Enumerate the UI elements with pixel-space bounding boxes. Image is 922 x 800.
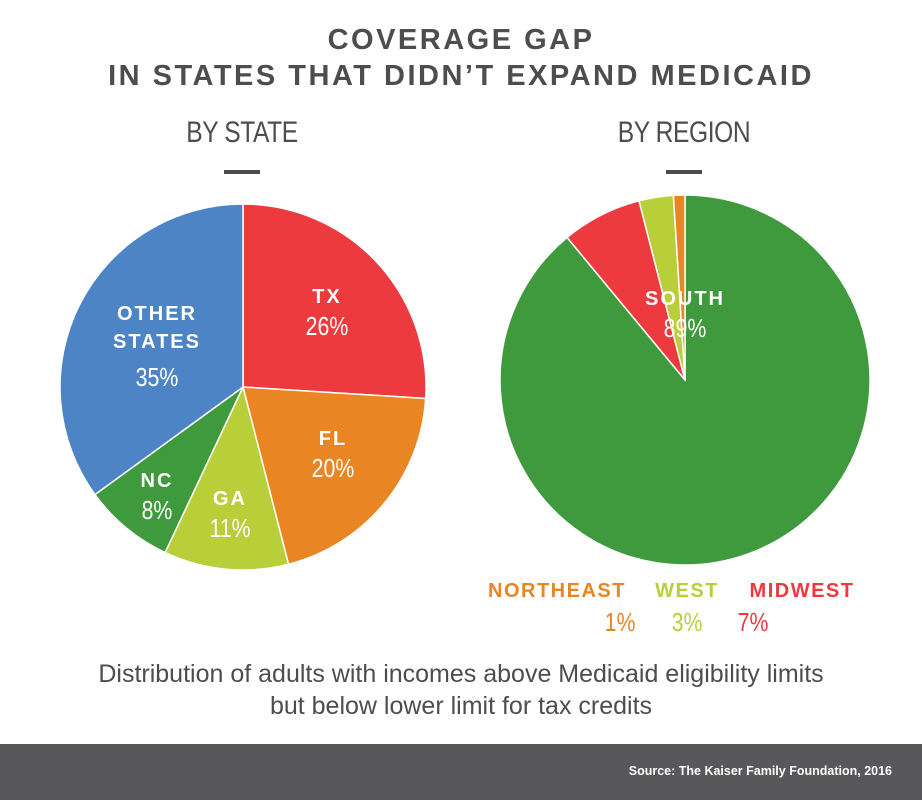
value-nc: 8% [142, 496, 173, 526]
pie-slice-nc [93, 386, 244, 554]
label-northeast: NORTHEAST [488, 580, 626, 602]
value-south: 89% [664, 314, 707, 344]
value-other-states: 35% [136, 363, 179, 393]
chart-title-line-2: IN STATES THAT DIDN’T EXPAND MEDICAID [108, 60, 814, 92]
chart-title-line-1: COVERAGE GAP [327, 24, 595, 56]
value-northeast: 1% [605, 608, 636, 638]
label-south: SOUTH [645, 288, 725, 310]
label-tx: TX [312, 286, 342, 308]
by-state-pie [59, 203, 427, 571]
pie-slice-northeast [672, 194, 686, 381]
label-ga: GA [213, 488, 247, 510]
pie-labels: TX 26% FL 20% GA 11% NC 8% OTHER STATES 35% SOUTH 89… [113, 286, 855, 638]
by-state-heading: BY STATE [186, 116, 298, 149]
pie-slice-tx [242, 203, 427, 400]
by-region-heading-divider [666, 170, 702, 174]
label-other-states-line-1: OTHER [117, 303, 197, 325]
pie-slice-other-states [59, 203, 244, 496]
value-midwest: 7% [738, 608, 769, 638]
source-note: Source: The Kaiser Family Foundation, 20… [628, 764, 892, 778]
by-region-pie [499, 194, 871, 566]
caption-line-1: Distribution of adults with incomes abov… [98, 660, 824, 688]
pie-slice-fl [242, 386, 427, 566]
pie-slice-ga [164, 384, 290, 571]
caption-line-2: but below lower limit for tax credits [269, 692, 653, 720]
label-other-states-line-2: STATES [113, 331, 201, 353]
label-midwest: MIDWEST [750, 580, 855, 602]
value-ga: 11% [209, 514, 250, 544]
label-nc: NC [141, 470, 174, 492]
value-west: 3% [672, 608, 703, 638]
value-tx: 26% [306, 312, 349, 342]
by-region-heading: BY REGION [617, 116, 751, 149]
by-state-heading-divider [224, 170, 260, 174]
label-fl: FL [319, 428, 347, 450]
label-west: WEST [655, 580, 719, 602]
footer-bar: Source: The Kaiser Family Foundation, 20… [0, 744, 922, 800]
value-fl: 20% [312, 454, 355, 484]
